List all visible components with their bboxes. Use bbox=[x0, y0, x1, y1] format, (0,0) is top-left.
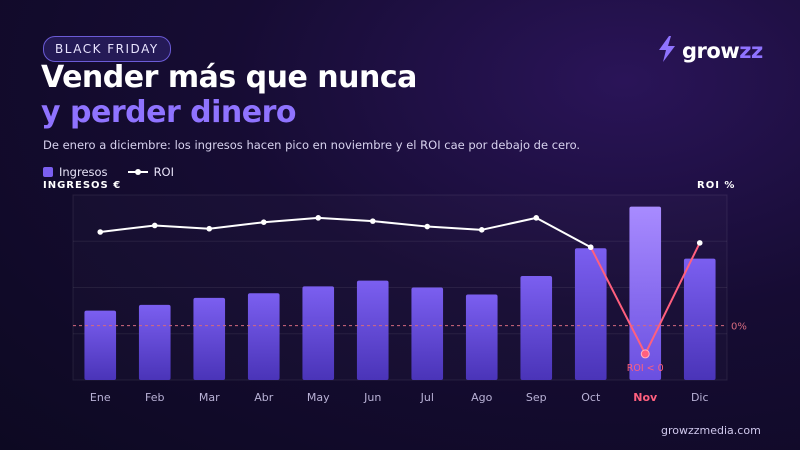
roi-point-dic bbox=[696, 240, 703, 246]
roi-point-abr bbox=[260, 219, 267, 226]
x-tick-label-dic: Dic bbox=[691, 391, 709, 404]
page-title-accent: y perder dinero bbox=[41, 95, 297, 130]
roi-segment-jun-jul bbox=[371, 220, 429, 228]
plot-area bbox=[72, 194, 728, 381]
bolt-icon bbox=[657, 36, 677, 66]
roi-point-jul bbox=[424, 223, 431, 230]
left-axis-title: INGRESOS € bbox=[43, 180, 122, 191]
bar-feb bbox=[138, 304, 171, 380]
roi-point-sep bbox=[533, 215, 540, 221]
roi-segment-mar-abr bbox=[208, 221, 265, 230]
x-tick-label-ago: Ago bbox=[471, 391, 493, 404]
roi-point-jun bbox=[369, 218, 376, 224]
page-title: Vender más que nunca bbox=[41, 60, 417, 95]
x-tick-label-abr: Abr bbox=[254, 391, 274, 404]
roi-point-feb bbox=[151, 222, 158, 229]
brand-name-main: grow bbox=[682, 39, 740, 63]
roi-point-may bbox=[315, 215, 322, 221]
x-tick-label-jul: Jul bbox=[420, 391, 434, 404]
x-tick-label-mar: Mar bbox=[199, 391, 220, 404]
bar-jun bbox=[356, 280, 389, 380]
bar-jul bbox=[411, 287, 444, 380]
bar-abr bbox=[247, 293, 280, 380]
roi-segment-oct-nov bbox=[589, 246, 647, 355]
legend-swatch-ingresos bbox=[43, 167, 53, 177]
roi-segment-ago-sep bbox=[480, 216, 538, 231]
zero-line-label: 0% bbox=[731, 322, 747, 333]
chart-legend: Ingresos ROI bbox=[43, 165, 174, 179]
roi-segment-may-jun bbox=[317, 216, 374, 223]
category-badge: BLACK FRIDAY bbox=[43, 36, 171, 62]
legend-label-ingresos: Ingresos bbox=[59, 165, 108, 179]
bar-may bbox=[302, 286, 335, 380]
legend-label-roi: ROI bbox=[153, 165, 174, 179]
page-subtitle: De enero a diciembre: los ingresos hacen… bbox=[43, 138, 581, 152]
bar-dic bbox=[683, 258, 716, 380]
roi-point-oct bbox=[587, 244, 594, 251]
roi-point-mar bbox=[206, 225, 213, 232]
brand-logo: growzz bbox=[657, 36, 763, 66]
roi-segment-sep-oct bbox=[535, 216, 592, 249]
roi-point-nov bbox=[640, 349, 650, 359]
x-tick-label-sep: Sep bbox=[526, 391, 547, 404]
roi-segment-ene-feb bbox=[99, 224, 156, 233]
footer-url: growzzmedia.com bbox=[661, 424, 761, 437]
roi-segment-feb-mar bbox=[153, 224, 211, 230]
roi-point-ene bbox=[97, 229, 104, 235]
brand-name-accent: zz bbox=[739, 39, 763, 63]
brand-name: growzz bbox=[682, 39, 763, 63]
x-tick-label-feb: Feb bbox=[145, 391, 164, 404]
x-tick-label-jun: Jun bbox=[363, 391, 381, 404]
roi-negative-annotation: ROI < 0 bbox=[627, 363, 664, 374]
bar-ago bbox=[465, 294, 498, 380]
x-tick-label-nov: Nov bbox=[633, 391, 658, 404]
roi-segment-abr-may bbox=[262, 216, 320, 224]
legend-swatch-roi bbox=[127, 169, 148, 175]
bar-oct bbox=[574, 248, 607, 380]
right-axis-title: ROI % bbox=[697, 180, 736, 191]
x-tick-label-may: May bbox=[307, 391, 330, 404]
bar-sep bbox=[520, 275, 553, 380]
bar-mar bbox=[193, 297, 226, 380]
x-tick-label-oct: Oct bbox=[581, 391, 601, 404]
bar-ene bbox=[84, 310, 117, 380]
x-tick-label-ene: Ene bbox=[90, 391, 111, 404]
roi-segment-nov-dic bbox=[644, 241, 701, 355]
roi-segment-jul-ago bbox=[426, 225, 483, 231]
roi-point-ago bbox=[478, 227, 485, 233]
